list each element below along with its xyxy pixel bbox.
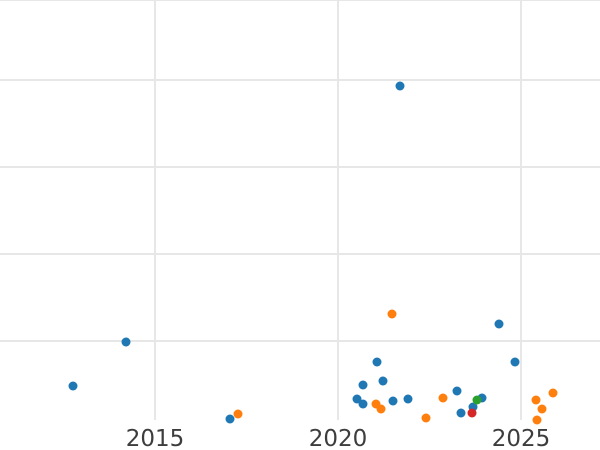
scatter-point-orange [548, 388, 558, 398]
scatter-point-blue [477, 393, 487, 403]
scatter-point-orange [537, 404, 547, 414]
scatter-point-blue [358, 380, 368, 390]
horizontal-gridline [0, 340, 600, 342]
x-tick-label-2025: 2025 [491, 426, 551, 450]
scatter-point-red [467, 408, 477, 418]
scatter-point-orange [438, 393, 448, 403]
x-tick-label-2015: 2015 [125, 426, 185, 450]
scatter-point-blue [395, 81, 405, 91]
vertical-gridline [337, 0, 339, 420]
scatter-point-blue [68, 381, 78, 391]
scatter-point-blue [352, 394, 362, 404]
scatter-point-blue [378, 376, 388, 386]
horizontal-gridline [0, 166, 600, 168]
scatter-point-orange [371, 399, 381, 409]
scatter-point-blue [372, 357, 382, 367]
scatter-point-orange [233, 409, 243, 419]
scatter-point-orange [387, 309, 397, 319]
scatter-point-blue [468, 402, 478, 412]
scatter-point-orange [531, 395, 541, 405]
x-tick-label-2020: 2020 [308, 426, 368, 450]
scatter-point-blue [403, 394, 413, 404]
scatter-point-orange [532, 415, 542, 425]
scatter-point-orange [421, 413, 431, 423]
vertical-gridline [154, 0, 156, 420]
horizontal-gridline [0, 0, 600, 1]
scatter-point-blue [225, 414, 235, 424]
scatter-point-blue [121, 337, 131, 347]
scatter-point-blue [388, 396, 398, 406]
scatter-point-blue [456, 408, 466, 418]
vertical-gridline [520, 0, 522, 420]
horizontal-gridline [0, 253, 600, 255]
scatter-point-blue [494, 319, 504, 329]
horizontal-gridline [0, 79, 600, 81]
scatter-point-blue [510, 357, 520, 367]
scatter-point-green [472, 395, 482, 405]
scatter-point-blue [452, 386, 462, 396]
scatter-point-orange [376, 404, 386, 414]
scatter-point-blue [358, 399, 368, 409]
